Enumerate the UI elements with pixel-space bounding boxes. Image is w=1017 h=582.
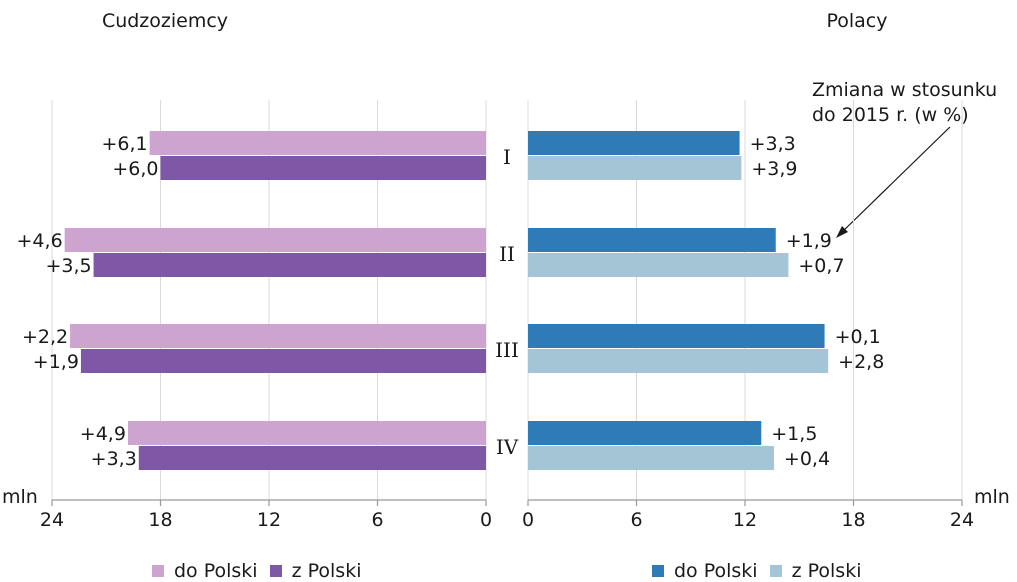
legend-label: do Polski <box>174 560 258 582</box>
right-bar-z-polski <box>528 446 774 470</box>
right-tick-label: 0 <box>522 509 534 531</box>
right-value-label: +1,5 <box>771 423 817 445</box>
bars <box>64 131 829 470</box>
left-bar-z-polski <box>138 446 487 470</box>
left-tick-label: 6 <box>371 509 383 531</box>
right-bar-do-polski <box>528 421 762 445</box>
right-bar-do-polski <box>528 131 740 155</box>
legend-label: z Polski <box>291 560 362 582</box>
right-tick-label: 12 <box>733 509 757 531</box>
legend-swatch <box>769 565 782 577</box>
left-value-label: +4,6 <box>17 230 63 252</box>
category-label: II <box>499 242 515 266</box>
legend-item-z-polski: z Polski <box>269 560 362 582</box>
left-value-label: +4,9 <box>80 423 126 445</box>
legend-item-z-polski: z Polski <box>769 560 862 582</box>
legend-swatch <box>652 565 664 577</box>
left-tick-label: 12 <box>257 509 281 531</box>
left-value-label: +3,5 <box>45 255 91 277</box>
right-value-label: +1,9 <box>786 230 832 252</box>
legend-item-do-polski: do Polski <box>652 560 758 582</box>
right-bar-do-polski <box>528 228 776 252</box>
right-unit-label: mln <box>974 486 1010 508</box>
left-value-label: +2,2 <box>22 326 68 348</box>
right-value-label: +0,4 <box>784 448 830 470</box>
right-bar-z-polski <box>528 253 789 277</box>
change-annotation: Zmiana w stosunku do 2015 r. (w %) <box>812 79 997 238</box>
category-label: III <box>495 338 519 362</box>
left-value-label: +3,3 <box>91 448 137 470</box>
value-labels: +6,1 +6,0 +4,6 +3,5 +2,2 +1,9 +4,9 +3,3 +3,3 +3,9… <box>17 133 885 470</box>
right-value-label: +3,9 <box>751 158 797 180</box>
right-value-label: +0,7 <box>798 255 844 277</box>
right-value-label: +2,8 <box>838 351 884 373</box>
right-tick-label: 6 <box>630 509 642 531</box>
chart-canvas: Cudzoziemcy mln Polacy mln Zmiana w stos… <box>2 10 1010 531</box>
legend-item-do-polski: do Polski <box>152 560 258 582</box>
left-bar-do-polski <box>149 131 486 155</box>
annotation-line-1: Zmiana w stosunku <box>812 79 997 101</box>
left-value-label: +6,1 <box>102 133 148 155</box>
left-panel-foreigners: Cudzoziemcy mln <box>2 10 228 508</box>
right-chart-title: Polacy <box>826 10 887 32</box>
left-tick-label: 24 <box>40 509 64 531</box>
tick-labels: 24 18 12 6 0 0 6 12 18 24 <box>40 509 974 531</box>
left-unit-label: mln <box>2 486 38 508</box>
annotation-line-2: do 2015 r. (w %) <box>812 104 969 126</box>
left-bar-z-polski <box>80 349 486 373</box>
category-label: IV <box>496 435 519 459</box>
category-label: I <box>503 145 511 169</box>
legend-label: z Polski <box>791 560 862 582</box>
right-legend: do Polski z Polski <box>652 560 873 582</box>
left-bar-do-polski <box>64 228 487 252</box>
right-bar-z-polski <box>528 349 829 373</box>
right-value-label: +0,1 <box>835 326 881 348</box>
left-value-label: +6,0 <box>112 158 158 180</box>
legend-swatch <box>152 565 164 577</box>
right-tick-label: 24 <box>950 509 974 531</box>
legend-swatch <box>269 565 282 577</box>
right-tick-label: 18 <box>841 509 865 531</box>
right-bar-do-polski <box>528 324 825 348</box>
left-tick-label: 0 <box>480 509 492 531</box>
left-bar-z-polski <box>93 253 486 277</box>
right-bar-z-polski <box>528 156 742 180</box>
left-bar-do-polski <box>127 421 486 445</box>
annotation-arrow-line <box>839 126 951 235</box>
right-value-label: +3,3 <box>750 133 796 155</box>
left-bar-z-polski <box>160 156 486 180</box>
left-chart-title: Cudzoziemcy <box>102 10 228 32</box>
left-value-label: +1,9 <box>33 351 79 373</box>
left-bar-do-polski <box>70 324 486 348</box>
left-tick-label: 18 <box>148 509 172 531</box>
right-panel-poles: Polacy mln Zmiana w stosunku do 2015 r. … <box>812 10 1010 508</box>
left-legend: do Polski z Polski <box>152 560 373 582</box>
annotation-arrow-head <box>836 226 848 238</box>
legend-label: do Polski <box>674 560 758 582</box>
